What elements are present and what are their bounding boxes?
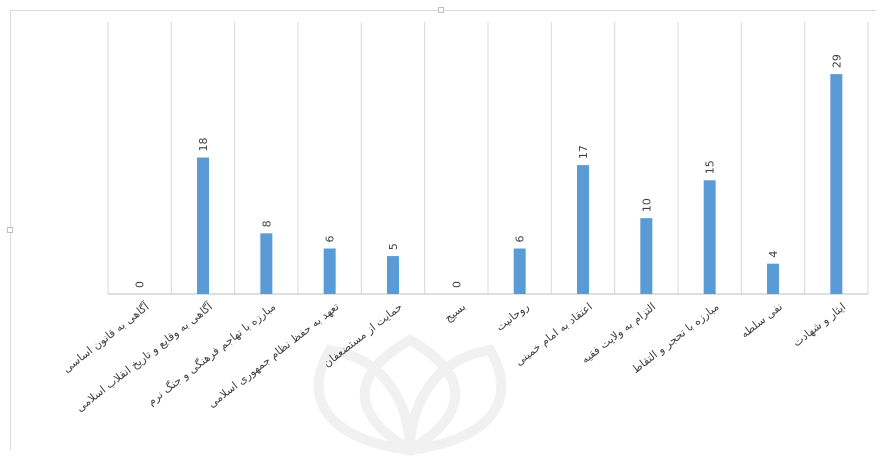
bar — [577, 165, 589, 294]
data-label: 29 — [830, 54, 843, 68]
data-label: 4 — [767, 251, 780, 258]
data-label: 6 — [514, 236, 527, 243]
category-label: بسیج — [442, 300, 468, 325]
data-label: 15 — [704, 160, 717, 174]
data-label: 6 — [324, 236, 337, 243]
data-label: 0 — [134, 281, 147, 288]
bar — [260, 233, 273, 294]
data-label: 18 — [197, 138, 210, 152]
bar — [767, 263, 779, 294]
bar — [703, 180, 716, 294]
category-label: تعهد به حفظ نظام جمهوری اسلامی — [205, 300, 341, 410]
watermark-emblem — [313, 334, 507, 456]
data-label: 10 — [640, 198, 653, 212]
data-label: 5 — [387, 243, 400, 250]
frame-resize-handle-top[interactable] — [438, 7, 444, 13]
category-label: نفی سلطه — [738, 300, 785, 340]
bar — [640, 218, 653, 294]
data-label: 17 — [577, 145, 590, 159]
data-label: 0 — [450, 281, 463, 288]
frame-resize-handle-left[interactable] — [7, 227, 13, 233]
data-label: 8 — [260, 220, 273, 227]
category-label: مبارزه با تهاجم فرهنگی و جنگ نرم — [145, 300, 278, 408]
bar — [513, 248, 526, 294]
bar — [830, 74, 843, 295]
bar — [197, 157, 209, 294]
bar — [323, 248, 336, 294]
category-label: ایثار و شهادت — [790, 300, 848, 349]
category-label: روحانیت — [494, 300, 532, 334]
category-label: آگاهی به وقایع و تاریخ انقلاب اسلامی — [73, 299, 216, 415]
bar — [387, 256, 399, 294]
